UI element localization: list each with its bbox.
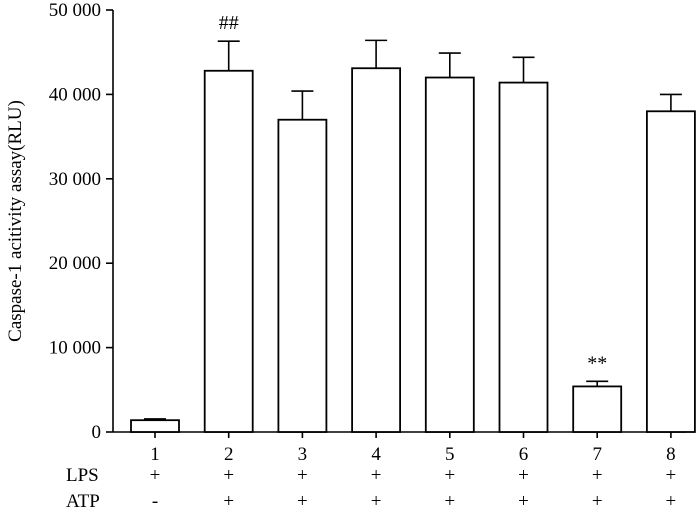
bar <box>498 81 549 433</box>
condition-sign: + <box>592 465 603 486</box>
y-tick-label: 40 000 <box>49 84 101 105</box>
bars <box>130 39 696 433</box>
condition-label: ATP <box>66 491 100 512</box>
bar <box>351 67 402 433</box>
condition-sign: + <box>666 491 677 512</box>
bar <box>646 110 696 433</box>
x-tick-label: 4 <box>371 444 381 465</box>
x-tick-label: 8 <box>666 444 676 465</box>
condition-sign: + <box>150 465 161 486</box>
bar <box>424 76 475 433</box>
axes: 0 10 000 20 000 30 000 40 000 50 000 <box>49 0 686 443</box>
x-tick-label: 3 <box>298 444 308 465</box>
bar <box>203 69 254 433</box>
condition-sign: - <box>152 491 158 512</box>
condition-sign: + <box>371 465 382 486</box>
condition-sign: + <box>666 465 677 486</box>
x-tick-label: 1 <box>150 444 160 465</box>
y-tick-label: 50 000 <box>49 0 101 21</box>
y-axis-label: Caspase-1 acitivity assay(RLU) <box>5 100 26 342</box>
x-tick-label: 5 <box>445 444 455 465</box>
y-tick-label: 0 <box>92 422 102 443</box>
condition-sign: + <box>444 491 455 512</box>
bar <box>277 118 328 433</box>
labels: 1 2 3 4 5 6 7 8 ## ** LPS + + + + + + + + ATP - + + + + + + + <box>66 12 676 512</box>
condition-sign: + <box>223 465 234 486</box>
significance-label: ## <box>219 12 239 34</box>
y-tick-label: 30 000 <box>49 169 101 190</box>
condition-sign: + <box>223 491 234 512</box>
condition-label: LPS <box>66 465 99 486</box>
condition-sign: + <box>444 465 455 486</box>
x-tick-label: 2 <box>224 444 234 465</box>
significance-label: ** <box>587 352 607 374</box>
bar <box>130 419 180 433</box>
condition-sign: + <box>297 465 308 486</box>
condition-sign: + <box>297 491 308 512</box>
condition-sign: + <box>371 491 382 512</box>
condition-sign: + <box>518 491 529 512</box>
y-tick-label: 10 000 <box>49 338 101 359</box>
condition-sign: + <box>592 491 603 512</box>
y-tick-label: 20 000 <box>49 253 101 274</box>
condition-sign: + <box>518 465 529 486</box>
bar <box>572 385 623 433</box>
x-tick-label: 7 <box>592 444 602 465</box>
x-tick-label: 6 <box>519 444 529 465</box>
